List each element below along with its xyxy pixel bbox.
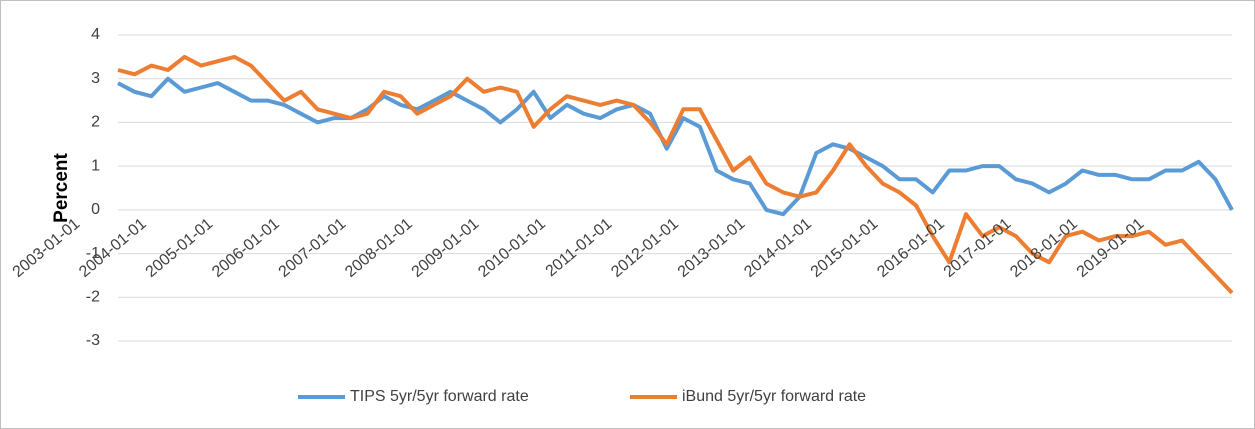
y-tick-label: 3 xyxy=(91,70,100,87)
data-line xyxy=(117,54,1234,295)
y-tick-label: -2 xyxy=(86,289,100,306)
data-line xyxy=(117,76,1234,217)
legend-label: TIPS 5yr/5yr forward rate xyxy=(350,388,529,405)
y-axis-label: Percent xyxy=(51,152,72,222)
legend-label: iBund 5yr/5yr forward rate xyxy=(682,388,866,405)
y-tick-label: 2 xyxy=(91,114,100,131)
y-tick-label: 1 xyxy=(91,157,100,174)
y-tick-label: 4 xyxy=(91,26,100,43)
y-tick-label: 0 xyxy=(91,201,100,218)
y-tick-label: -1 xyxy=(86,245,100,262)
y-tick-label: -3 xyxy=(86,332,100,349)
